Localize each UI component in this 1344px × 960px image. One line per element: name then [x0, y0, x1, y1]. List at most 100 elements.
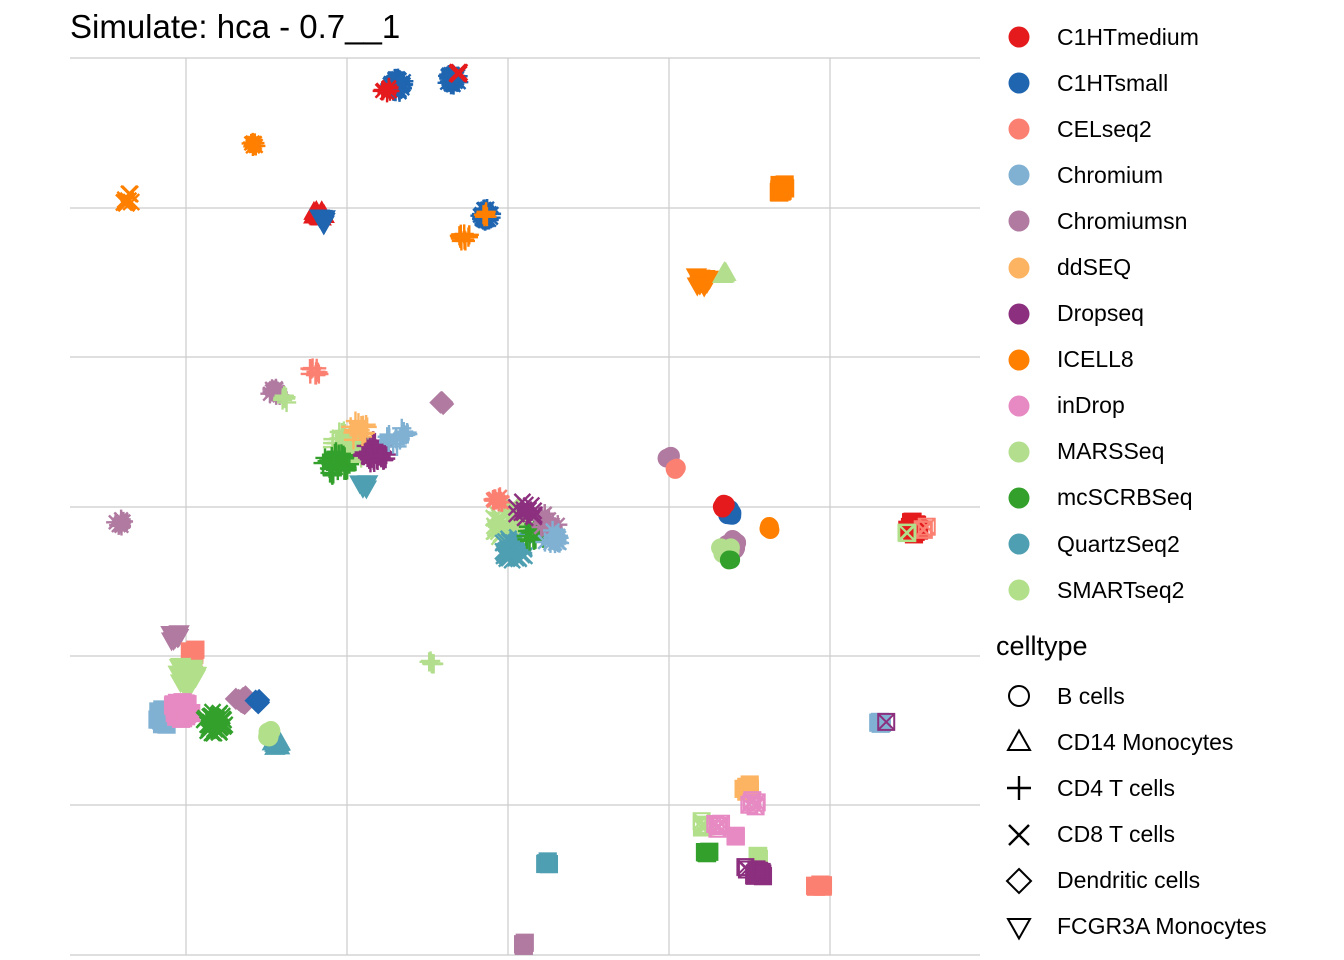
legend-label: CD4 T cells	[1057, 774, 1176, 801]
legend-item-c1htsmall: C1HTsmall	[996, 60, 1336, 106]
point-cluster-31	[507, 492, 543, 527]
data-point	[348, 413, 369, 433]
legend-item-b-cells: B cells	[996, 673, 1336, 719]
legend-item-quartzseq2: QuartzSeq2	[996, 521, 1336, 567]
point-cluster-65	[806, 875, 833, 896]
data-point	[534, 514, 554, 534]
legend-shape-circle-icon	[996, 673, 1042, 719]
legend-color-swatch	[996, 475, 1042, 521]
legend-label: ICELL8	[1057, 346, 1134, 373]
data-point	[489, 492, 509, 512]
point-cluster-59	[740, 791, 766, 816]
legend-color-swatch	[996, 337, 1042, 383]
shape-legend-title: celltype	[996, 630, 1088, 661]
point-cluster-50	[244, 688, 271, 715]
point-cluster-64	[736, 858, 756, 879]
data-point	[346, 420, 366, 441]
data-point	[379, 77, 399, 97]
data-point	[447, 68, 467, 89]
legend-label: FCGR3A Monocytes	[1057, 913, 1267, 940]
point-cluster-22	[349, 475, 379, 500]
point-cluster-39	[759, 517, 780, 540]
legend-color-swatch	[996, 106, 1042, 152]
data-point	[262, 379, 282, 399]
point-cluster-52	[258, 721, 281, 747]
legend-color-swatch	[996, 429, 1042, 475]
point-cluster-19	[313, 442, 359, 485]
legend-item-indrop: inDrop	[996, 383, 1336, 429]
point-cluster-17	[300, 358, 329, 385]
legend-label: Chromium	[1057, 161, 1164, 188]
legend-color-swatch	[996, 245, 1042, 291]
point-cluster-45	[167, 657, 208, 696]
point-cluster-12	[685, 268, 721, 298]
legend-label: CD14 Monocytes	[1057, 728, 1234, 755]
point-cluster-0	[115, 185, 141, 213]
color-legend: C1HTmedium C1HTsmall CELseq2 Chromium Chromi…	[996, 14, 1336, 613]
data-point	[185, 666, 208, 686]
point-cluster-38	[719, 550, 741, 570]
point-cluster-41	[913, 517, 936, 539]
legend: C1HTmedium C1HTsmall CELseq2 Chromium Chromi…	[996, 14, 1336, 950]
point-cluster-10	[449, 224, 479, 251]
data-point	[545, 533, 565, 554]
data-point	[476, 204, 496, 224]
legend-color-swatch	[996, 60, 1042, 106]
data-point	[328, 460, 348, 481]
data-point	[319, 450, 339, 470]
data-point	[487, 510, 506, 529]
data-point	[387, 436, 407, 457]
legend-item-c1htmedium: C1HTmedium	[996, 14, 1336, 60]
data-point	[713, 499, 732, 518]
point-cluster-13	[711, 261, 737, 283]
data-point	[369, 446, 389, 466]
shape-legend: B cells CD14 Monocytes CD4 T cells CD8 T ce…	[996, 673, 1336, 950]
data-point	[535, 532, 555, 552]
legend-label: ddSEQ	[1057, 254, 1132, 281]
legend-label: CD8 T cells	[1057, 821, 1176, 848]
data-point	[495, 547, 513, 565]
legend-shape-diamond-icon	[996, 858, 1042, 904]
point-cluster-61	[695, 842, 719, 863]
data-point	[383, 434, 403, 454]
legend-item-mcscrbseq: mcSCRBSeq	[996, 475, 1336, 521]
legend-label: SMARTseq2	[1057, 576, 1185, 603]
data-point	[337, 458, 357, 478]
data-point	[538, 852, 557, 871]
legend-item-dendritic-cells: Dendritic cells	[996, 858, 1336, 904]
point-cluster-47	[163, 693, 201, 728]
point-cluster-35	[712, 494, 735, 518]
data-point	[122, 193, 141, 211]
data-point	[507, 505, 526, 523]
data-point	[450, 227, 470, 247]
chart-title: Simulate: hca - 0.7__1	[70, 8, 401, 45]
legend-shape-plus-icon	[996, 765, 1042, 811]
legend-item-cd4-t-cells: CD4 T cells	[996, 765, 1336, 811]
legend-label: mcSCRBSeq	[1057, 484, 1193, 511]
data-point	[445, 72, 466, 92]
data-point	[695, 843, 715, 862]
data-point	[419, 652, 439, 672]
data-point	[274, 386, 295, 406]
point-cluster-23	[341, 411, 377, 450]
point-cluster-33	[665, 458, 686, 479]
point-cluster-66	[536, 852, 559, 874]
legend-item-chromium: Chromium	[996, 152, 1336, 198]
point-cluster-5	[372, 77, 400, 103]
legend-label: B cells	[1057, 682, 1125, 709]
data-point	[715, 261, 737, 281]
point-cluster-16	[272, 386, 297, 413]
point-cluster-24	[429, 390, 455, 416]
point-cluster-1	[241, 132, 266, 157]
legend-shape-cross-icon	[996, 812, 1042, 858]
point-cluster-3	[308, 209, 336, 236]
data-point	[247, 688, 271, 712]
legend-label: Chromiumsn	[1057, 207, 1188, 234]
point-cluster-7	[448, 63, 469, 84]
point-cluster-14	[106, 509, 134, 536]
legend-label: Dendritic cells	[1057, 867, 1201, 894]
legend-label: inDrop	[1057, 392, 1125, 419]
legend-item-celseq2: CELseq2	[996, 106, 1336, 152]
data-point	[357, 447, 378, 468]
